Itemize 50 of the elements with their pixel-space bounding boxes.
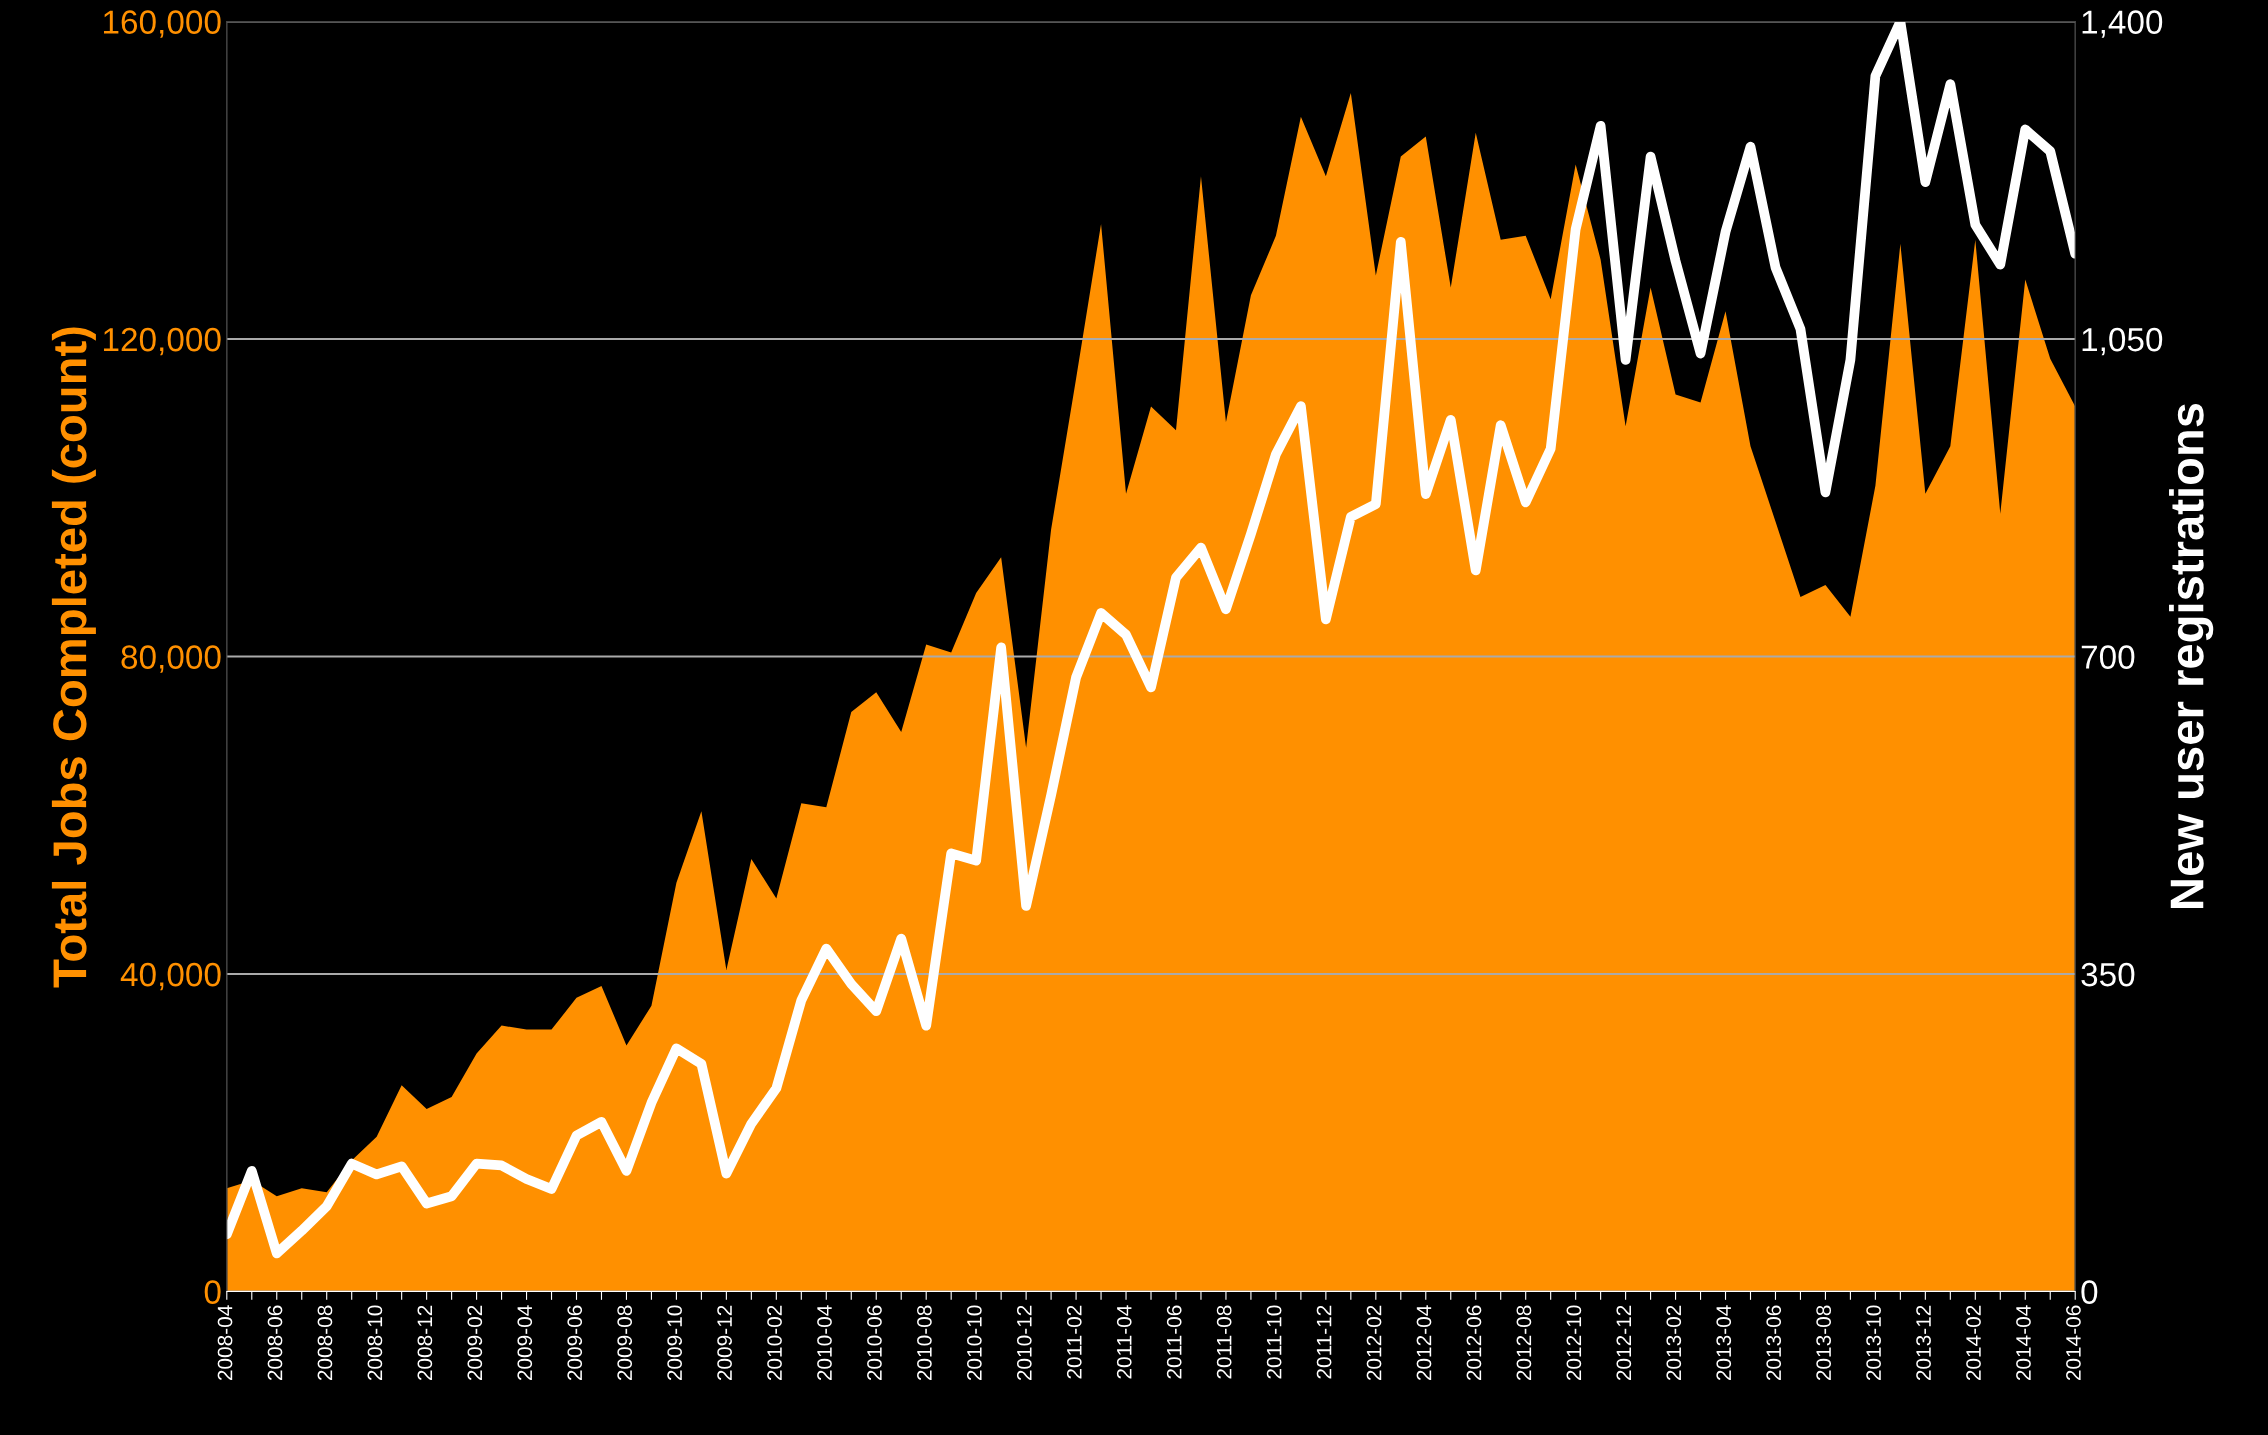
x-tick-label: 2012-06 (1466, 1305, 1482, 1381)
x-tick-label: 2011-04 (1116, 1305, 1132, 1379)
x-tick-label: 2010-06 (867, 1305, 882, 1381)
x-tick-label: 2009-10 (667, 1305, 683, 1381)
y-axis-title: Total Jobs Completed (count) (51, 327, 96, 988)
x-tick-label: 2013-06 (1766, 1305, 1782, 1381)
y2-tick-label: 0 (2081, 1280, 2098, 1304)
x-tick-label: 2013-08 (1816, 1305, 1832, 1381)
x-tick-label: 2010-12 (1016, 1305, 1032, 1381)
x-tick-label: 2014-06 (2066, 1305, 2081, 1381)
x-tick-label: 2012-10 (1566, 1305, 1582, 1381)
x-tick-label: 2009-02 (467, 1305, 483, 1381)
y2-axis-title: New user registrations (2169, 403, 2214, 908)
x-tick-label: 2013-02 (1666, 1305, 1682, 1381)
x-tick-label: 2011-12 (1316, 1305, 1332, 1379)
x-tick-label: 2010-04 (817, 1305, 832, 1381)
x-tick-label: 2009-08 (617, 1305, 633, 1381)
x-tick-label: 2012-12 (1616, 1305, 1632, 1381)
x-tick-label: 2013-04 (1716, 1305, 1732, 1381)
x-tick-label: 2008-12 (417, 1305, 433, 1381)
x-tick-label: 2009-12 (717, 1305, 732, 1381)
y-tick-label: 80,000 (121, 645, 221, 673)
y-tick-label: 40,000 (120, 962, 221, 991)
x-tick-label: 2010-10 (967, 1305, 982, 1381)
y-tick-label: 160,000 (104, 10, 221, 38)
y2-tick-label: 700 (2081, 645, 2135, 669)
x-tick-label: 2008-06 (267, 1305, 283, 1381)
y2-tick-label: 1,400 (2082, 10, 2163, 38)
x-tick-label: 2012-02 (1366, 1305, 1382, 1381)
x-tick-label: 2009-04 (517, 1305, 533, 1381)
y2-tick-label: 350 (2081, 962, 2135, 987)
x-tick-label: 2011-02 (1066, 1305, 1082, 1379)
x-tick-label: 2010-02 (767, 1305, 782, 1381)
x-tick-label: 2012-04 (1416, 1305, 1432, 1381)
x-tick-label: 2011-08 (1216, 1305, 1232, 1379)
x-tick-label: 2014-04 (2016, 1305, 2031, 1381)
x-tick-label: 2014-02 (1966, 1305, 1981, 1381)
x-tick-label: 2010-08 (917, 1305, 932, 1381)
x-tick-label: 2009-06 (567, 1305, 583, 1381)
x-tick-label: 2008-10 (367, 1305, 383, 1381)
y-tick-label: 0 (204, 1280, 221, 1304)
y2-tick-label: 1,050 (2082, 327, 2163, 356)
x-tick-label: 2013-12 (1916, 1305, 1931, 1381)
y-tick-label: 120,000 (104, 327, 221, 356)
x-tick-label: 2011-10 (1266, 1305, 1282, 1379)
x-tick-label: 2012-08 (1516, 1305, 1532, 1381)
x-tick-label: 2011-06 (1166, 1305, 1182, 1379)
x-tick-label: 2008-04 (217, 1305, 233, 1381)
x-tick-label: 2013-10 (1866, 1305, 1881, 1381)
x-tick-label: 2008-08 (317, 1305, 333, 1381)
